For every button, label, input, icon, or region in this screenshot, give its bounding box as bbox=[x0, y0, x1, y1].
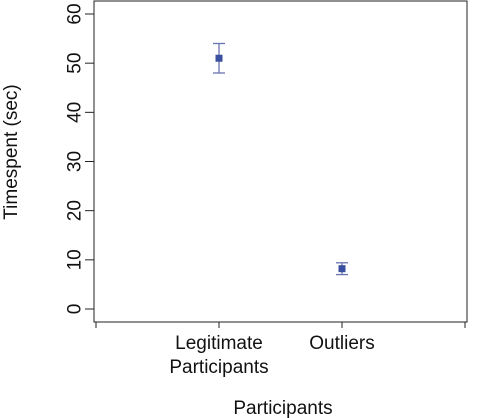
x-tick-label: Legitimate bbox=[175, 333, 263, 354]
x-axis-title: Participants bbox=[233, 398, 332, 418]
y-tick-label: 40 bbox=[65, 102, 86, 123]
y-axis-title: Timespent (sec) bbox=[1, 84, 22, 220]
y-tick-label: 30 bbox=[65, 151, 86, 172]
y-tick-label: 50 bbox=[65, 53, 86, 74]
data-point-group bbox=[336, 262, 348, 276]
data-point bbox=[338, 265, 346, 273]
y-tick-label: 20 bbox=[65, 200, 86, 221]
x-axis: Legitimate Participants Outliers bbox=[95, 322, 466, 378]
y-axis: 0 10 20 30 40 50 60 bbox=[65, 3, 94, 314]
x-tick-label: Outliers bbox=[309, 333, 374, 354]
plot-frame bbox=[93, 0, 468, 323]
data-point bbox=[215, 54, 223, 62]
data-points bbox=[213, 42, 348, 276]
y-tick-label: 10 bbox=[65, 249, 86, 270]
data-point-group bbox=[213, 42, 225, 74]
y-tick-label: 0 bbox=[65, 304, 86, 315]
x-tick-label: Participants bbox=[169, 357, 268, 378]
y-tick-label: 60 bbox=[65, 3, 86, 24]
